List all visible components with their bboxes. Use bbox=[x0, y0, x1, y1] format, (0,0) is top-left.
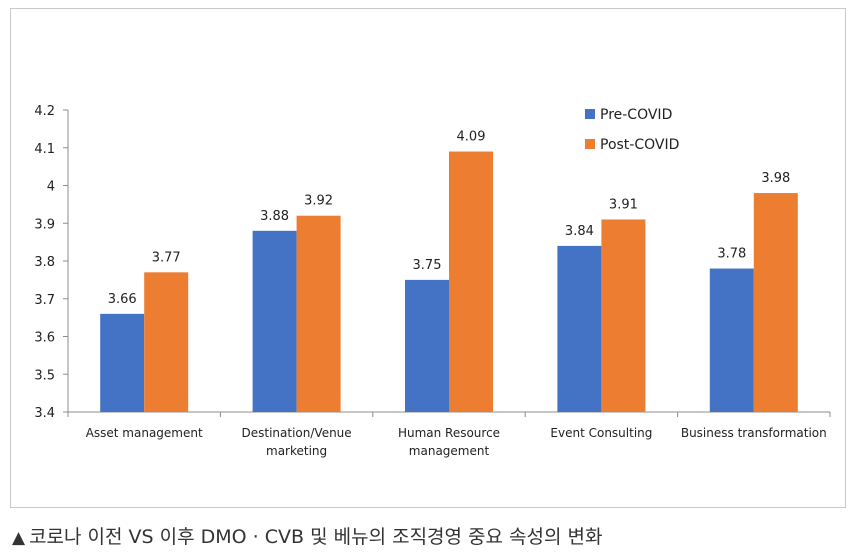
legend-label: Pre-COVID bbox=[600, 107, 672, 123]
data-label: 4.09 bbox=[457, 130, 486, 145]
y-tick-label: 4.2 bbox=[34, 104, 55, 119]
x-tick-label: marketing bbox=[266, 444, 327, 458]
bar-pre-covid bbox=[557, 245, 602, 412]
y-tick-label: 3.6 bbox=[34, 331, 55, 346]
data-label: 3.84 bbox=[565, 224, 594, 239]
y-tick-label: 3.4 bbox=[34, 406, 55, 421]
x-tick-label: Asset management bbox=[86, 426, 203, 440]
triangle-up-icon: ▲ bbox=[12, 528, 26, 548]
y-tick-label: 3.5 bbox=[34, 368, 55, 383]
data-label: 3.66 bbox=[108, 292, 137, 307]
y-tick-label: 4 bbox=[47, 180, 55, 195]
x-tick-label: Event Consulting bbox=[550, 426, 652, 440]
x-tick-label: Human Resource bbox=[398, 426, 500, 440]
y-tick-label: 4.1 bbox=[34, 142, 55, 157]
data-label: 3.98 bbox=[761, 171, 790, 186]
bar-post-covid bbox=[144, 272, 189, 412]
bar-pre-covid bbox=[405, 279, 449, 412]
legend-swatch bbox=[585, 139, 595, 149]
legend-label: Post-COVID bbox=[600, 137, 679, 153]
bar-pre-covid bbox=[100, 313, 145, 412]
x-tick-label: Business transformation bbox=[681, 426, 827, 440]
bar-post-covid bbox=[753, 193, 798, 412]
data-label: 3.88 bbox=[260, 209, 289, 224]
x-tick-label: management bbox=[409, 444, 490, 458]
bar-chart: 3.4 3.5 3.6 3.7 3.8 3.9 4 4.1 4.2 3.66 3.77 Asset m… bbox=[34, 104, 831, 458]
data-label: 3.78 bbox=[717, 247, 746, 262]
data-label: 3.77 bbox=[152, 250, 181, 265]
y-tick-label: 3.8 bbox=[34, 255, 55, 270]
chart-frame: 3.4 3.5 3.6 3.7 3.8 3.9 4 4.1 4.2 3.66 3.77 Asset m… bbox=[10, 8, 846, 508]
bar-pre-covid bbox=[709, 268, 754, 412]
bar-post-covid bbox=[296, 215, 341, 412]
bar-post-covid bbox=[449, 151, 493, 412]
data-label: 3.91 bbox=[609, 197, 638, 212]
legend-swatch bbox=[585, 109, 595, 119]
bar-post-covid bbox=[601, 219, 646, 412]
data-label: 3.92 bbox=[304, 194, 333, 209]
y-tick-label: 3.7 bbox=[34, 293, 55, 308]
x-tick-label: Destination/Venue bbox=[242, 426, 352, 440]
data-label: 3.75 bbox=[413, 258, 442, 273]
figure-caption: ▲ 코로나 이전 VS 이후 DMO · CVB 및 베뉴의 조직경영 중요 속성… bbox=[12, 522, 603, 549]
bar-pre-covid bbox=[252, 230, 297, 412]
y-tick-label: 3.9 bbox=[34, 217, 55, 232]
caption-text: 코로나 이전 VS 이후 DMO · CVB 및 베뉴의 조직경영 중요 속성의… bbox=[29, 526, 603, 548]
